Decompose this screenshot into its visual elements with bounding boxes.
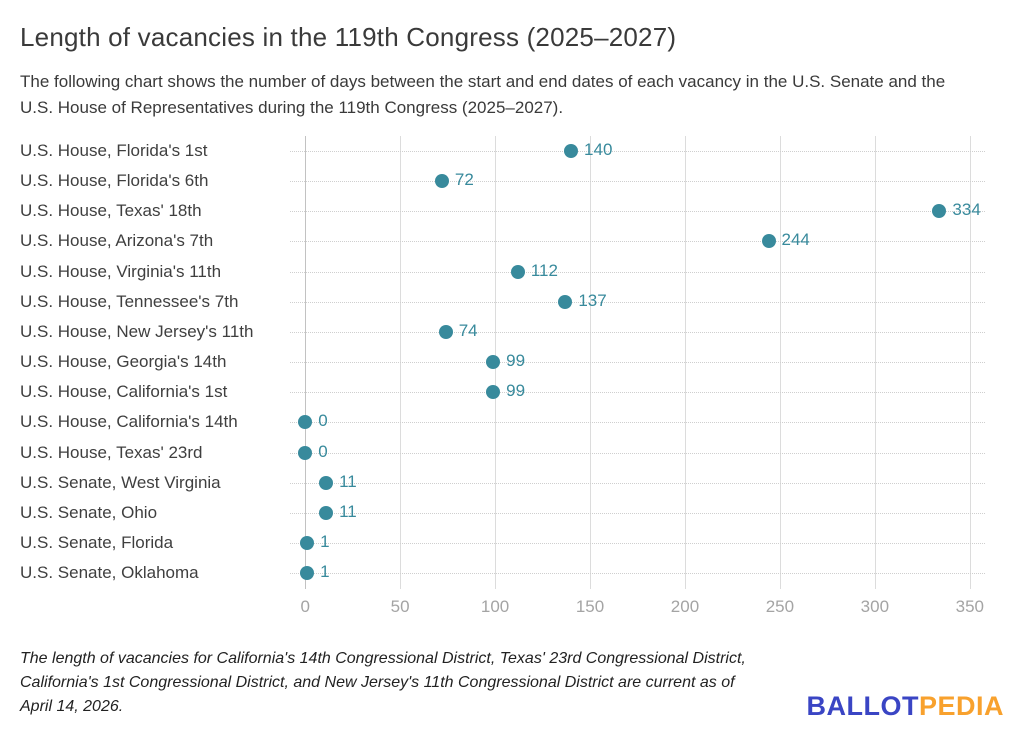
value-label: 0 xyxy=(318,441,328,461)
data-point-dot[interactable] xyxy=(486,355,501,370)
chart-row: 99 xyxy=(290,377,985,407)
value-label: 99 xyxy=(506,351,526,371)
row-dotted-line xyxy=(290,180,985,182)
chart-row: 0 xyxy=(290,438,985,468)
chart-row: 74 xyxy=(290,317,985,347)
x-tick-label-100: 100 xyxy=(480,596,510,616)
data-rows: 140 72 334 244 112 137 74 99 99 0 0 11 11 1 1 xyxy=(290,136,985,589)
x-tick-label-350: 350 xyxy=(955,596,984,616)
chart-row: 334 xyxy=(290,196,985,226)
value-label: 1 xyxy=(320,562,330,582)
category-label: U.S. House, California's 1st xyxy=(20,382,228,402)
x-tick-label-250: 250 xyxy=(765,596,795,616)
chart-row: 244 xyxy=(290,226,985,256)
row-dotted-line xyxy=(290,392,985,394)
category-label: U.S. House, Florida's 1st xyxy=(20,140,208,160)
x-tick-label-50: 50 xyxy=(390,596,410,616)
chart-row: 137 xyxy=(290,287,985,317)
chart-row: 11 xyxy=(290,468,985,498)
chart-row: 1 xyxy=(290,528,985,558)
value-label: 334 xyxy=(952,200,981,220)
row-dotted-line xyxy=(290,513,985,515)
row-dotted-line xyxy=(290,150,985,152)
data-point-dot[interactable] xyxy=(298,415,313,430)
value-label: 0 xyxy=(318,411,328,431)
category-label: U.S. House, California's 14th xyxy=(20,412,238,432)
row-dotted-line xyxy=(290,482,985,484)
value-label: 112 xyxy=(530,260,558,280)
x-tick-label-0: 0 xyxy=(300,596,310,616)
data-point-dot[interactable] xyxy=(319,506,334,521)
value-label: 74 xyxy=(458,321,478,341)
ballotpedia-logo: BALLOTPEDIA xyxy=(806,691,1004,722)
data-point-dot[interactable] xyxy=(761,234,776,249)
row-dotted-line xyxy=(290,422,985,424)
page-title: Length of vacancies in the 119th Congres… xyxy=(20,22,677,52)
value-label: 140 xyxy=(584,139,613,159)
row-dotted-line xyxy=(290,241,985,243)
value-label: 11 xyxy=(339,472,357,492)
chart-subtitle: The following chart shows the number of … xyxy=(20,72,946,118)
x-tick-label-150: 150 xyxy=(575,596,605,616)
category-label: U.S. House, Florida's 6th xyxy=(20,170,209,190)
row-dotted-line xyxy=(290,573,985,575)
chart-row: 0 xyxy=(290,407,985,437)
data-point-dot[interactable] xyxy=(932,204,947,219)
value-label: 244 xyxy=(781,230,810,250)
chart-row: 112 xyxy=(290,256,985,286)
data-point-dot[interactable] xyxy=(438,324,453,339)
data-point-dot[interactable] xyxy=(434,173,449,188)
category-label: U.S. Senate, West Virginia xyxy=(20,472,221,492)
row-dotted-line xyxy=(290,211,985,213)
category-label: U.S. Senate, Ohio xyxy=(20,503,158,523)
data-point-dot[interactable] xyxy=(298,445,313,460)
chart-row: 72 xyxy=(290,166,985,196)
data-point-dot[interactable] xyxy=(564,143,579,158)
value-label: 1 xyxy=(320,532,330,552)
logo-text-ballot: BALLOT xyxy=(806,691,919,721)
category-label: U.S. House, Virginia's 11th xyxy=(20,261,222,281)
x-tick-label-200: 200 xyxy=(670,596,700,616)
category-label: U.S. Senate, Oklahoma xyxy=(20,563,199,583)
data-point-dot[interactable] xyxy=(510,264,525,279)
category-axis: U.S. House, Florida's 1st U.S. House, Flo… xyxy=(20,136,290,589)
data-point-dot[interactable] xyxy=(558,294,573,309)
row-dotted-line xyxy=(290,331,985,333)
row-dotted-line xyxy=(290,362,985,364)
row-dotted-line xyxy=(290,301,985,303)
row-dotted-line xyxy=(290,271,985,273)
row-dotted-line xyxy=(290,543,985,545)
logo-text-pedia: PEDIA xyxy=(918,691,1004,721)
x-tick-label-300: 300 xyxy=(860,596,890,616)
value-label: 137 xyxy=(578,290,607,310)
x-axis: 0 50 100 150 200 250 300 350 xyxy=(290,589,985,621)
data-point-dot[interactable] xyxy=(300,536,315,551)
data-point-dot[interactable] xyxy=(486,385,501,400)
category-label: U.S. House, Georgia's 14th xyxy=(20,352,227,372)
chart-row: 11 xyxy=(290,498,985,528)
category-label: U.S. House, Texas' 23rd xyxy=(20,442,203,462)
vacancy-length-dot-plot: U.S. House, Florida's 1st U.S. House, Flo… xyxy=(20,135,1004,621)
row-dotted-line xyxy=(290,452,985,454)
chart-row: 99 xyxy=(290,347,985,377)
chart-row: 1 xyxy=(290,558,985,588)
value-label: 99 xyxy=(506,381,526,401)
chart-row: 140 xyxy=(290,136,985,166)
value-label: 11 xyxy=(339,502,357,522)
value-label: 72 xyxy=(454,170,474,190)
category-label: U.S. House, Texas' 18th xyxy=(20,201,202,221)
category-label: U.S. House, Tennessee's 7th xyxy=(20,291,239,311)
data-point-dot[interactable] xyxy=(319,475,334,490)
category-label: U.S. House, New Jersey's 11th xyxy=(20,321,254,341)
category-label: U.S. House, Arizona's 7th xyxy=(20,231,214,251)
plot-area: 140 72 334 244 112 137 74 99 99 0 0 11 11 1 1 xyxy=(290,135,985,589)
footnote: The length of vacancies for California's… xyxy=(20,649,746,715)
data-point-dot[interactable] xyxy=(300,566,315,581)
category-label: U.S. Senate, Florida xyxy=(20,533,174,553)
